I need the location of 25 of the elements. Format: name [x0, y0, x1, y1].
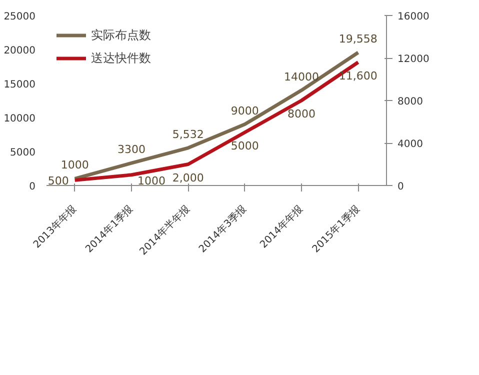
- y2-tick-label: 0: [398, 182, 404, 192]
- y-tick-label: 0: [29, 182, 36, 192]
- y-tick-label: 10000: [4, 114, 36, 124]
- data-label: 19,558: [338, 32, 378, 46]
- data-label: 1000: [138, 174, 166, 188]
- legend-label: 实际布点数: [91, 26, 151, 44]
- data-label: 2,000: [172, 171, 204, 184]
- y-tick-label: 20000: [4, 46, 36, 56]
- y2-tick-label: 4000: [398, 139, 423, 150]
- data-label: 1000: [60, 158, 89, 172]
- data-label: 5,532: [172, 128, 204, 141]
- data-label: 5000: [230, 139, 259, 152]
- data-label: 11,600: [338, 69, 378, 82]
- data-label: 500: [48, 174, 69, 188]
- legend-label: 送达快件数: [91, 50, 151, 66]
- y-tick-label: 25000: [4, 12, 36, 22]
- data-label: 8000: [288, 108, 316, 120]
- data-label: 14000: [284, 70, 320, 84]
- y2-tick-label: 12000: [398, 54, 430, 65]
- y2-tick-label: 8000: [398, 96, 423, 108]
- y-tick-label: 5000: [10, 148, 36, 158]
- data-label: 3300: [118, 143, 146, 156]
- y2-tick-label: 16000: [398, 12, 430, 22]
- data-label: 9000: [230, 104, 259, 118]
- y-tick-label: 15000: [4, 80, 36, 90]
